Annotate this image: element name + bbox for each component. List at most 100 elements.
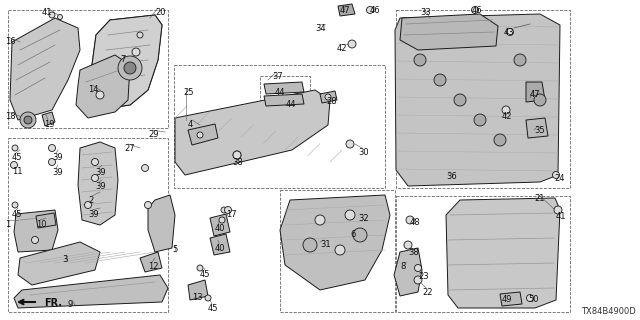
Circle shape <box>118 56 142 80</box>
Circle shape <box>346 140 354 148</box>
Circle shape <box>132 48 140 56</box>
Circle shape <box>233 151 241 159</box>
Text: 21: 21 <box>534 194 545 203</box>
Text: 44: 44 <box>275 88 285 97</box>
Bar <box>174 65 385 188</box>
Text: 50: 50 <box>528 295 538 304</box>
Text: 11: 11 <box>12 167 22 176</box>
Text: 39: 39 <box>52 153 63 162</box>
Polygon shape <box>188 280 208 300</box>
Circle shape <box>84 202 92 209</box>
Polygon shape <box>14 210 58 252</box>
Circle shape <box>31 236 38 244</box>
Text: 40: 40 <box>215 224 225 233</box>
Text: 39: 39 <box>95 182 106 191</box>
Circle shape <box>49 145 56 151</box>
Text: 45: 45 <box>12 210 22 219</box>
Circle shape <box>527 294 534 301</box>
Text: 42: 42 <box>502 112 513 121</box>
Text: 30: 30 <box>358 148 369 157</box>
Text: 46: 46 <box>472 6 483 15</box>
Circle shape <box>92 158 99 165</box>
Text: 16: 16 <box>5 37 15 46</box>
Circle shape <box>434 74 446 86</box>
Circle shape <box>197 265 203 271</box>
Text: 12: 12 <box>148 262 159 271</box>
Circle shape <box>367 6 374 13</box>
Text: FR.: FR. <box>44 298 62 308</box>
Text: 47: 47 <box>530 90 541 99</box>
Circle shape <box>225 206 232 213</box>
Circle shape <box>335 245 345 255</box>
Circle shape <box>58 14 63 20</box>
Text: 9: 9 <box>68 300 73 309</box>
Text: 39: 39 <box>95 168 106 177</box>
Text: 36: 36 <box>446 172 457 181</box>
Circle shape <box>303 238 317 252</box>
Text: 45: 45 <box>200 270 211 279</box>
Circle shape <box>221 207 227 213</box>
Circle shape <box>12 145 18 151</box>
Text: 38: 38 <box>232 158 243 167</box>
Circle shape <box>534 94 546 106</box>
Polygon shape <box>18 242 100 285</box>
Text: 35: 35 <box>534 126 545 135</box>
Circle shape <box>124 62 136 74</box>
Circle shape <box>10 162 17 169</box>
Text: 5: 5 <box>172 245 177 254</box>
Text: 23: 23 <box>418 272 429 281</box>
Text: 24: 24 <box>554 174 564 183</box>
Text: 39: 39 <box>52 168 63 177</box>
Polygon shape <box>394 248 422 296</box>
Circle shape <box>474 114 486 126</box>
Polygon shape <box>148 195 175 252</box>
Text: 8: 8 <box>400 262 405 271</box>
Circle shape <box>96 91 104 99</box>
Circle shape <box>552 172 559 179</box>
Circle shape <box>197 132 203 138</box>
Polygon shape <box>446 198 560 308</box>
Text: 18: 18 <box>5 112 15 121</box>
Circle shape <box>345 210 355 220</box>
Circle shape <box>20 112 36 128</box>
Circle shape <box>353 228 367 242</box>
Circle shape <box>92 174 99 181</box>
Text: 4: 4 <box>188 120 193 129</box>
Circle shape <box>414 276 422 284</box>
Polygon shape <box>526 118 548 138</box>
Text: 20: 20 <box>155 8 166 17</box>
Text: 41: 41 <box>556 212 566 221</box>
Text: 17: 17 <box>226 210 237 219</box>
Polygon shape <box>338 4 355 16</box>
Text: 3: 3 <box>62 255 67 264</box>
Polygon shape <box>395 14 560 186</box>
Text: 22: 22 <box>422 288 433 297</box>
Text: 41: 41 <box>42 8 52 17</box>
Text: 6: 6 <box>350 230 355 239</box>
Polygon shape <box>10 18 80 120</box>
Bar <box>8 138 168 312</box>
Text: TX84B4900D: TX84B4900D <box>581 307 636 316</box>
Text: 1: 1 <box>5 220 10 229</box>
Text: 49: 49 <box>502 295 513 304</box>
Text: 27: 27 <box>124 144 134 153</box>
Circle shape <box>49 12 55 18</box>
Bar <box>280 190 395 312</box>
Polygon shape <box>500 292 522 306</box>
Text: 33: 33 <box>420 8 431 17</box>
Text: 7: 7 <box>120 55 125 64</box>
Text: 39: 39 <box>88 210 99 219</box>
Polygon shape <box>400 14 498 50</box>
Text: 45: 45 <box>208 304 218 313</box>
Polygon shape <box>36 213 56 228</box>
Circle shape <box>514 54 526 66</box>
Text: 48: 48 <box>410 218 420 227</box>
Circle shape <box>141 164 148 172</box>
Circle shape <box>12 202 18 208</box>
Text: 46: 46 <box>370 6 381 15</box>
Circle shape <box>145 202 152 209</box>
Circle shape <box>506 28 513 36</box>
Bar <box>260 76 310 112</box>
Circle shape <box>219 217 225 223</box>
Polygon shape <box>280 195 390 290</box>
